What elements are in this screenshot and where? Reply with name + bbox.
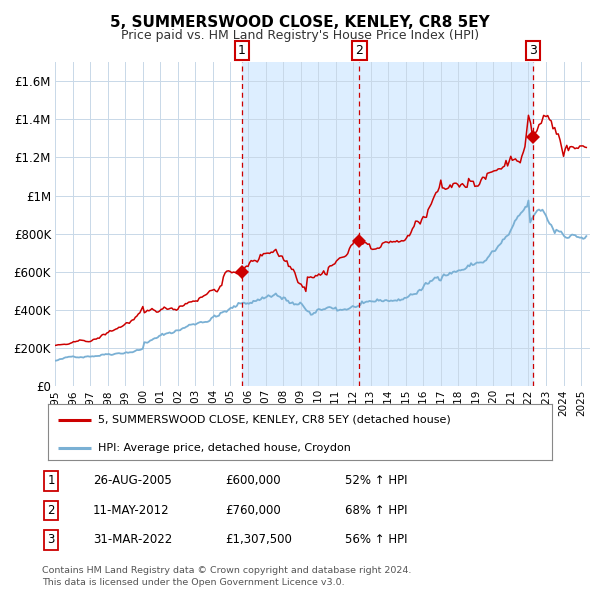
Text: 5, SUMMERSWOOD CLOSE, KENLEY, CR8 5EY (detached house): 5, SUMMERSWOOD CLOSE, KENLEY, CR8 5EY (d… xyxy=(98,415,451,425)
Text: 68% ↑ HPI: 68% ↑ HPI xyxy=(345,504,407,517)
Text: Contains HM Land Registry data © Crown copyright and database right 2024.
This d: Contains HM Land Registry data © Crown c… xyxy=(42,566,412,587)
Text: HPI: Average price, detached house, Croydon: HPI: Average price, detached house, Croy… xyxy=(98,443,351,453)
Text: 11-MAY-2012: 11-MAY-2012 xyxy=(93,504,170,517)
Text: 52% ↑ HPI: 52% ↑ HPI xyxy=(345,474,407,487)
Text: £760,000: £760,000 xyxy=(225,504,281,517)
Text: 1: 1 xyxy=(47,474,55,487)
Text: Price paid vs. HM Land Registry's House Price Index (HPI): Price paid vs. HM Land Registry's House … xyxy=(121,30,479,42)
Text: 2: 2 xyxy=(356,44,364,57)
Bar xyxy=(242,62,359,386)
Text: £1,307,500: £1,307,500 xyxy=(225,533,292,546)
Text: 2: 2 xyxy=(47,504,55,517)
Text: £600,000: £600,000 xyxy=(225,474,281,487)
Text: 3: 3 xyxy=(47,533,55,546)
Bar xyxy=(359,62,533,386)
Text: 26-AUG-2005: 26-AUG-2005 xyxy=(93,474,172,487)
Text: 31-MAR-2022: 31-MAR-2022 xyxy=(93,533,172,546)
Text: 1: 1 xyxy=(238,44,246,57)
Text: 56% ↑ HPI: 56% ↑ HPI xyxy=(345,533,407,546)
Text: 3: 3 xyxy=(529,44,537,57)
Text: 5, SUMMERSWOOD CLOSE, KENLEY, CR8 5EY: 5, SUMMERSWOOD CLOSE, KENLEY, CR8 5EY xyxy=(110,15,490,30)
